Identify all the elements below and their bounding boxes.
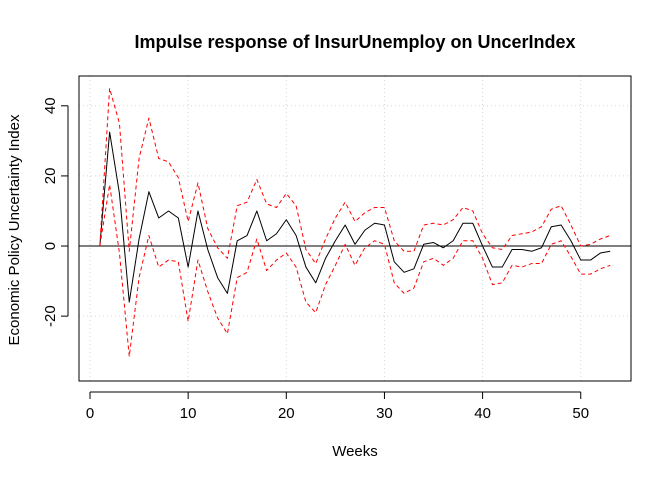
axes: 0 10 20 30 40 50 -20 0 20 40 — [42, 97, 589, 422]
plot-frame — [78, 75, 632, 382]
impulse-response-line — [99, 131, 611, 303]
x-tick-label: 30 — [376, 405, 393, 422]
y-tick-label: -20 — [42, 305, 59, 327]
x-tick-label: 50 — [572, 405, 589, 422]
x-tick-label: 0 — [86, 405, 94, 422]
series-lines — [79, 87, 631, 357]
x-tick-label: 20 — [278, 405, 295, 422]
y-axis-label: Economic Policy Uncertainty Index — [6, 114, 23, 345]
y-tick-label: 40 — [42, 97, 59, 114]
y-tick-label: 20 — [42, 168, 59, 185]
x-tick-label: 40 — [474, 405, 491, 422]
x-axis-label: Weeks — [332, 443, 378, 460]
chart-title: Impulse response of InsurUnemploy on Unc… — [134, 32, 575, 52]
y-tick-label: 0 — [42, 242, 59, 250]
grid-lines — [79, 76, 631, 381]
x-tick-label: 10 — [180, 405, 197, 422]
lower-confidence-band-line — [99, 184, 611, 357]
